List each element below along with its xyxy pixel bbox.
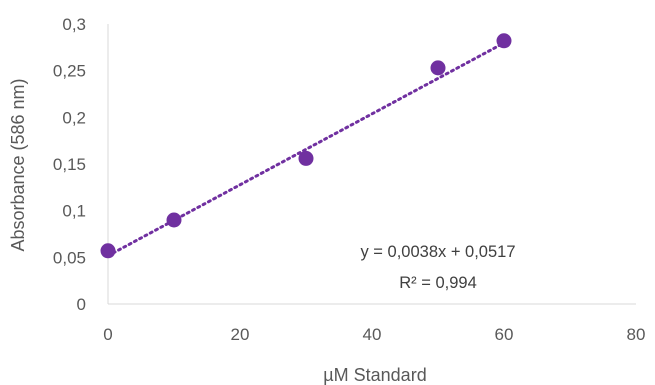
y-tick-label: 0,1 [62,202,86,221]
data-point [496,33,512,49]
x-axis-title: µM Standard [323,365,426,385]
data-point [430,60,446,76]
y-axis-title: Absorbance (586 nm) [8,78,28,251]
x-tick-label: 20 [231,325,250,344]
axes [107,24,636,305]
trendline-layer [106,41,506,258]
x-tick-labels: 0 20 40 60 80 [103,325,645,344]
y-tick-label: 0,15 [53,155,86,174]
x-tick-label: 0 [103,325,112,344]
data-point [298,150,314,166]
y-tick-label: 0,05 [53,248,86,267]
x-tick-label: 60 [495,325,514,344]
y-tick-labels: 0 0,05 0,1 0,15 0,2 0,25 0,3 [53,15,86,314]
y-tick-label: 0,2 [62,108,86,127]
data-points [100,33,512,259]
x-tick-label: 80 [627,325,646,344]
r-squared-label: R² = 0,994 [399,274,477,292]
trendline-equation: y = 0,0038x + 0,0517 [360,243,515,261]
x-tick-label: 40 [363,325,382,344]
data-point [100,243,116,259]
y-tick-label: 0,3 [62,15,86,34]
data-point [166,212,182,228]
y-tick-label: 0 [77,295,86,314]
y-tick-label: 0,25 [53,62,86,81]
trendline [106,41,506,258]
